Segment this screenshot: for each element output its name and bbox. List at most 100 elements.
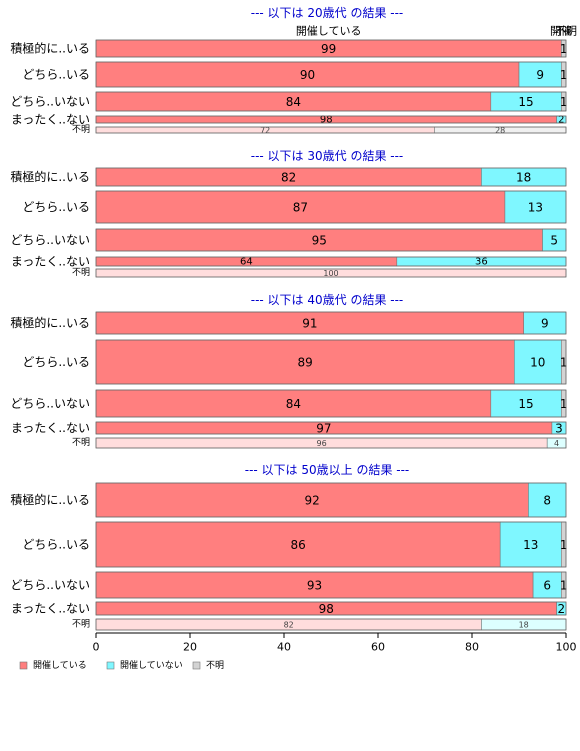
row-label: どちら..いない: [10, 233, 90, 247]
row-label: どちら..いない: [10, 397, 90, 411]
row-label: どちら..いない: [10, 578, 90, 592]
data-label: 99: [321, 42, 336, 56]
bar-segment-no: [504, 190, 567, 224]
row-label: まったく..ない: [11, 421, 90, 435]
data-label: 72: [260, 126, 270, 135]
bar-frame: [95, 126, 567, 134]
row-label: どちら..いる: [22, 200, 90, 214]
row-label: 積極的に..いる: [10, 41, 90, 56]
bar-frame: [95, 61, 567, 88]
data-label: 3: [555, 422, 563, 436]
data-label: 84: [286, 397, 301, 411]
panel-4: --- 以下は 50歳以上 の結果 --- 積極的に..いる 92 8 どちら..いる 8…: [10, 463, 568, 631]
row-label: 不明: [72, 437, 90, 448]
bar-row: 積極的に..いる 92 8: [10, 482, 567, 518]
data-label: 1: [560, 95, 568, 109]
row-label: 不明: [72, 124, 90, 135]
data-label: 6: [543, 579, 551, 593]
bar-segment-no: [513, 339, 562, 385]
bar-frame: [95, 268, 567, 278]
bar-row: どちら..いる 87 13: [22, 190, 567, 224]
data-label: 96: [317, 439, 327, 448]
bar-frame: [95, 190, 567, 224]
x-tick-label: 0: [93, 641, 100, 654]
data-label: 89: [298, 356, 313, 370]
bar-row: 積極的に..いる 99 1: [10, 39, 568, 58]
bar-frame: [95, 521, 567, 568]
data-label: 64: [240, 257, 253, 268]
bar-segment-yes: [95, 482, 529, 518]
panel-title: --- 以下は 50歳以上 の結果 ---: [245, 463, 410, 477]
data-label: 1: [560, 356, 568, 370]
legend-swatch-yes: [19, 661, 28, 670]
data-label: 13: [523, 538, 538, 552]
data-label: 18: [519, 621, 529, 630]
data-label: 87: [293, 201, 308, 215]
bar-row: 不明 96 4: [72, 437, 567, 449]
row-label: 積極的に..いる: [10, 492, 90, 507]
bar-frame: [95, 389, 567, 418]
data-label: 4: [554, 439, 559, 448]
row-label: まったく..ない: [11, 602, 90, 616]
data-label: 1: [560, 538, 568, 552]
row-label: 積極的に..いる: [10, 315, 90, 330]
bar-row: 積極的に..いる 82 18: [10, 167, 567, 187]
bar-frame: [95, 256, 567, 267]
legend-label-unknown: 不明: [206, 660, 224, 671]
data-label: 1: [560, 42, 568, 56]
data-label: 1: [560, 579, 568, 593]
column-label-yes: 開催している: [296, 24, 362, 38]
bar-row: どちら..いない 93 6 1: [10, 571, 568, 599]
row-label: まったく..ない: [11, 113, 90, 127]
data-label: 92: [305, 494, 320, 508]
bar-frame: [95, 437, 567, 449]
data-label: 100: [323, 269, 338, 278]
bar-frame: [95, 115, 567, 124]
bar-frame: [95, 91, 567, 112]
column-label-no: 開催: [550, 24, 572, 38]
data-label: 91: [302, 317, 317, 331]
bar-frame: [95, 311, 567, 335]
data-label: 5: [550, 234, 558, 248]
data-label: 9: [541, 317, 549, 331]
row-label: 積極的に..いる: [10, 169, 90, 184]
x-tick-label: 80: [465, 641, 479, 654]
bar-row: 不明 100: [72, 267, 567, 278]
bar-row: どちら..いる 86 13 1: [22, 521, 568, 568]
data-label: 13: [528, 201, 543, 215]
column-label-unknown: 不明: [555, 25, 577, 38]
bar-frame: [95, 39, 567, 58]
bar-segment-no: [490, 389, 562, 418]
x-axis: 0 20 40 60 80 100: [93, 632, 577, 654]
row-label: どちら..いる: [22, 68, 90, 82]
bar-segment-yes: [95, 389, 492, 418]
bar-frame: [95, 421, 567, 435]
bar-row: まったく..ない 98 2: [11, 113, 567, 127]
bar-row: まったく..ない 97 3: [11, 421, 567, 436]
panel-1: --- 以下は 20歳代 の結果 --- 積極的に..いる 99 1 どちら..いる 90…: [10, 6, 567, 135]
bar-row: 積極的に..いる 91 9: [10, 311, 567, 335]
data-label: 93: [307, 579, 322, 593]
panel-2: --- 以下は 30歳代 の結果 --- 積極的に..いる 82 18 どちら..いる 8…: [10, 149, 567, 278]
data-label: 1: [560, 68, 568, 82]
bar-row: まったく..ない 64 36: [11, 255, 567, 269]
data-label: 90: [300, 68, 315, 82]
data-label: 84: [286, 95, 301, 109]
panel-title: --- 以下は 30歳代 の結果 ---: [251, 149, 404, 163]
data-label: 82: [284, 621, 294, 630]
x-tick-label: 40: [277, 641, 291, 654]
x-tick-label: 60: [371, 641, 385, 654]
x-tick-label: 20: [183, 641, 197, 654]
bar-row: どちら..いない 84 15 1: [10, 91, 568, 112]
row-label: どちら..いる: [22, 355, 90, 369]
bar-row: まったく..ない 98 2: [11, 601, 567, 616]
bar-frame: [95, 601, 567, 616]
data-label: 18: [516, 171, 531, 185]
data-label: 98: [319, 602, 334, 616]
row-label: まったく..ない: [11, 255, 90, 269]
bar-row: 不明 82 18: [72, 619, 567, 631]
legend-label-yes: 開催している: [33, 659, 87, 671]
bar-row: どちら..いない 95 5: [10, 228, 567, 252]
bar-segment-yes: [95, 339, 515, 385]
